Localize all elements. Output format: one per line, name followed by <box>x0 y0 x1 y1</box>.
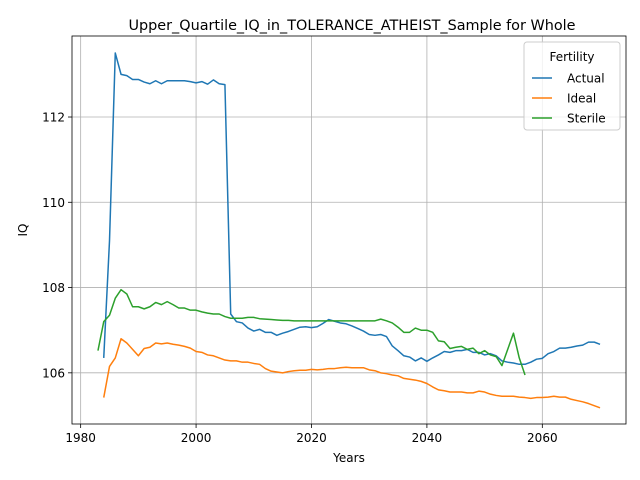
y-axis: 106 108 110 112 <box>42 111 72 380</box>
y-axis-label: IQ <box>16 224 30 237</box>
y-tick-label: 110 <box>42 196 65 210</box>
x-axis: 1980 2000 2020 2040 2060 <box>65 424 558 445</box>
legend-label-sterile: Sterile <box>567 112 606 126</box>
series-line-ideal <box>103 337 601 409</box>
legend-frame <box>523 41 621 131</box>
x-tick-label: 2040 <box>412 431 443 445</box>
legend-label-ideal: Ideal <box>567 92 596 106</box>
x-axis-label: Years <box>332 451 365 465</box>
y-tick-label: 106 <box>42 366 65 380</box>
x-tick-label: 2020 <box>296 431 327 445</box>
gridlines <box>72 36 626 424</box>
chart-title: Upper_Quartile_IQ_in_TOLERANCE_ATHEIST_S… <box>128 18 575 34</box>
series-lines <box>97 52 601 409</box>
y-tick-label: 108 <box>42 281 65 295</box>
legend-label-actual: Actual <box>567 72 605 86</box>
y-tick-label: 112 <box>42 111 65 125</box>
x-tick-label: 2000 <box>181 431 212 445</box>
legend-title: Fertility <box>549 50 594 64</box>
x-tick-label: 2060 <box>527 431 558 445</box>
x-tick-label: 1980 <box>65 431 96 445</box>
series-line-sterile <box>97 288 526 376</box>
plot-area <box>71 35 627 425</box>
series-line-actual <box>102 52 601 366</box>
legend: Fertility Actual Ideal Sterile <box>523 41 621 131</box>
